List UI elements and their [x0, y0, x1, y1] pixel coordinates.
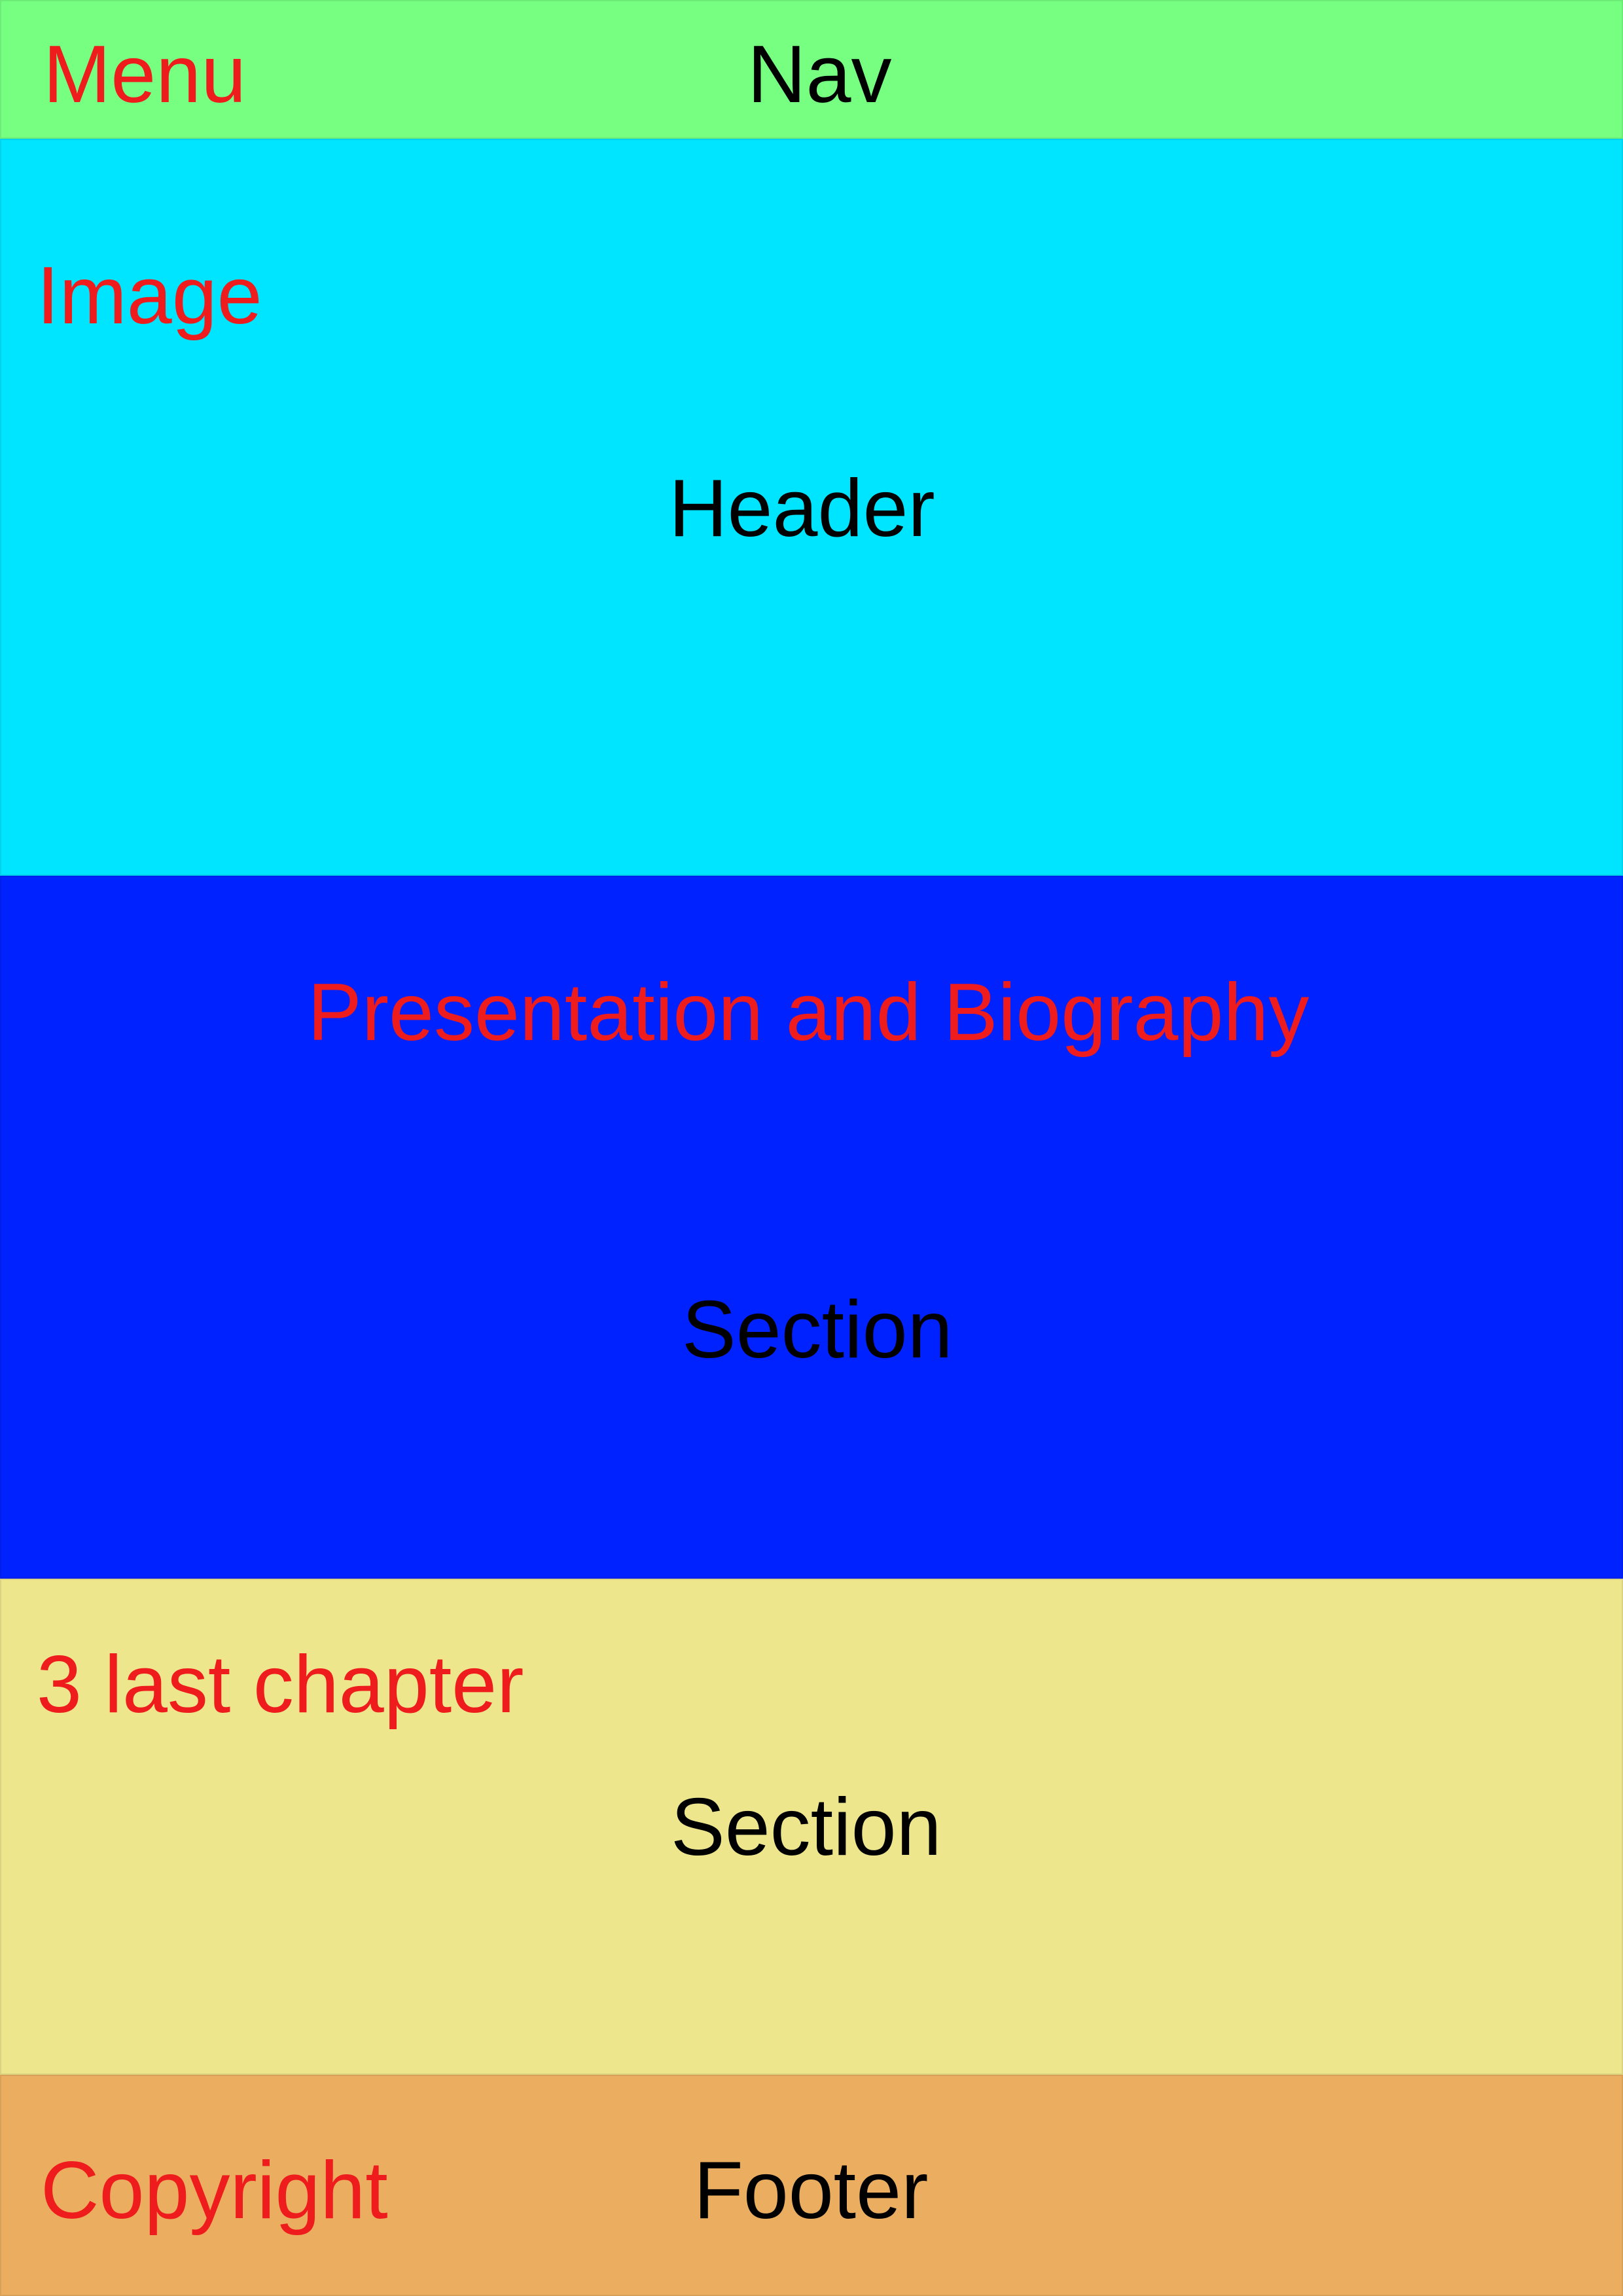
nav-title: Nav — [747, 29, 892, 120]
section-chapters-region — [0, 1579, 1623, 2075]
footer-title: Footer — [694, 2145, 929, 2236]
section-presentation-title: Section — [682, 1285, 953, 1375]
nav-region — [0, 0, 1623, 139]
header-title: Header — [669, 463, 935, 554]
section-presentation-region — [0, 876, 1623, 1579]
header-region — [0, 139, 1623, 876]
presentation-biography-label: Presentation and Biography — [308, 967, 1310, 1058]
menu-label: Menu — [43, 29, 247, 120]
image-label: Image — [37, 251, 262, 341]
footer-region — [0, 2075, 1623, 2296]
section-chapters-title: Section — [671, 1782, 942, 1873]
last-chapters-label: 3 last chapter — [37, 1640, 524, 1730]
copyright-label: Copyright — [41, 2145, 388, 2236]
